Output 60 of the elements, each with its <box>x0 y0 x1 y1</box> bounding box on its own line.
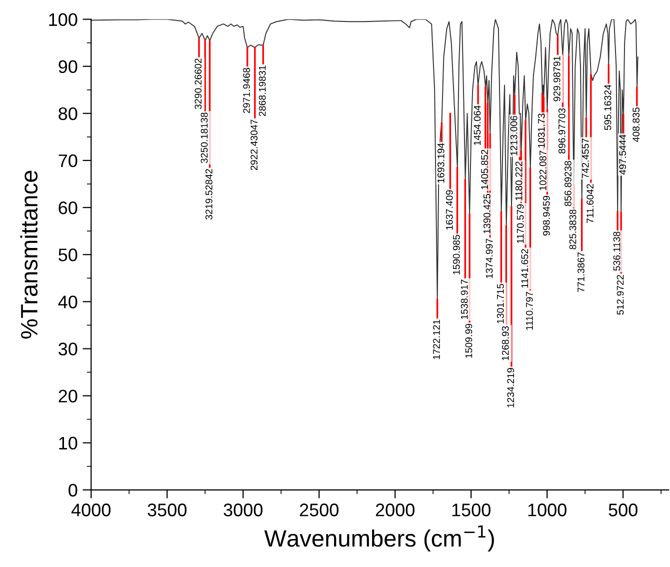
x-tick-label: 4000 <box>71 504 110 516</box>
x-tick-label: 2000 <box>376 504 414 516</box>
annotation: 1405.852 <box>481 150 488 190</box>
annotation: 1110.797 <box>526 292 533 330</box>
annotation: 1693.194 <box>437 143 444 183</box>
annotation: 1141.652 <box>521 249 528 288</box>
annotation: 771.3867 <box>578 252 584 292</box>
y-tick-label: 90 <box>58 60 78 74</box>
y-tick-label: 50 <box>58 248 78 262</box>
y-tick-label: 30 <box>58 342 78 356</box>
annotation: 1637.409 <box>446 190 453 230</box>
x-axis-title: Wavenumbers (cm$^{−1}$) <box>264 525 494 552</box>
annotation: 3219.52842 <box>205 169 212 220</box>
y-tick-label: 40 <box>58 296 78 308</box>
annotation: 3250.18138 <box>200 112 208 164</box>
x-tick-label: 1500 <box>452 504 490 516</box>
y-tick-label: 80 <box>58 107 78 120</box>
annotation: 1170.579 <box>516 204 524 244</box>
x-tick-label: 3500 <box>148 504 186 516</box>
annotation: 856.89238 <box>564 161 572 206</box>
annotation: 1538.917 <box>460 280 468 319</box>
annotation: 1454.064 <box>474 105 481 145</box>
annotation: 497.5444 <box>619 134 626 175</box>
annotation: 825.3838 <box>569 210 576 250</box>
annotation: 1374.997 <box>486 238 493 278</box>
annotation: 742.4557 <box>582 138 589 178</box>
annotation: 1180.222 <box>515 162 522 200</box>
x-tick-label: 1000 <box>528 504 566 516</box>
annotation: 512.9722 <box>616 275 624 315</box>
annotation: 1722.121 <box>433 320 440 360</box>
annotation: 1213.006 <box>510 116 518 156</box>
annotation: 929.98791 <box>553 56 560 102</box>
y-tick-label: 100 <box>49 13 78 26</box>
annotation: 711.6042 <box>586 184 594 223</box>
y-axis-title: %Transmittance <box>20 170 38 339</box>
y-tick-label: 0 <box>68 484 78 497</box>
x-tick-label: 3000 <box>224 504 262 516</box>
y-tick-label: 20 <box>58 390 78 402</box>
annotation: 2868.19831 <box>258 66 266 116</box>
annotation: 3290.26602 <box>194 58 202 110</box>
annotation: 595.16324 <box>604 84 612 130</box>
annotation: 1234.219 <box>507 368 514 408</box>
annotation: 2922.43047 <box>250 120 258 170</box>
annotation: 896.97703 <box>558 108 566 154</box>
annotation: 1301.715 <box>496 284 504 324</box>
annotation: 1022.087 <box>539 150 546 190</box>
annotation: 1268.93 <box>502 326 509 360</box>
y-tick-label: 60 <box>58 201 78 214</box>
annotation: 1031.73 <box>538 114 545 148</box>
annotation: 536.1138 <box>613 232 620 271</box>
x-tick-label: 2500 <box>300 504 338 516</box>
y-tick-label: 10 <box>59 436 78 450</box>
annotation: 1390.425 <box>483 194 490 234</box>
x-tick-label: 500 <box>608 504 638 516</box>
y-tick-label: 70 <box>58 154 78 168</box>
annotation: 1509.99 <box>465 324 472 358</box>
annotation: 2971.9468 <box>243 68 250 113</box>
annotation: 1590.985 <box>452 234 460 274</box>
annotation: 998.9459 <box>542 196 550 236</box>
annotation: 408.835 <box>632 107 640 142</box>
